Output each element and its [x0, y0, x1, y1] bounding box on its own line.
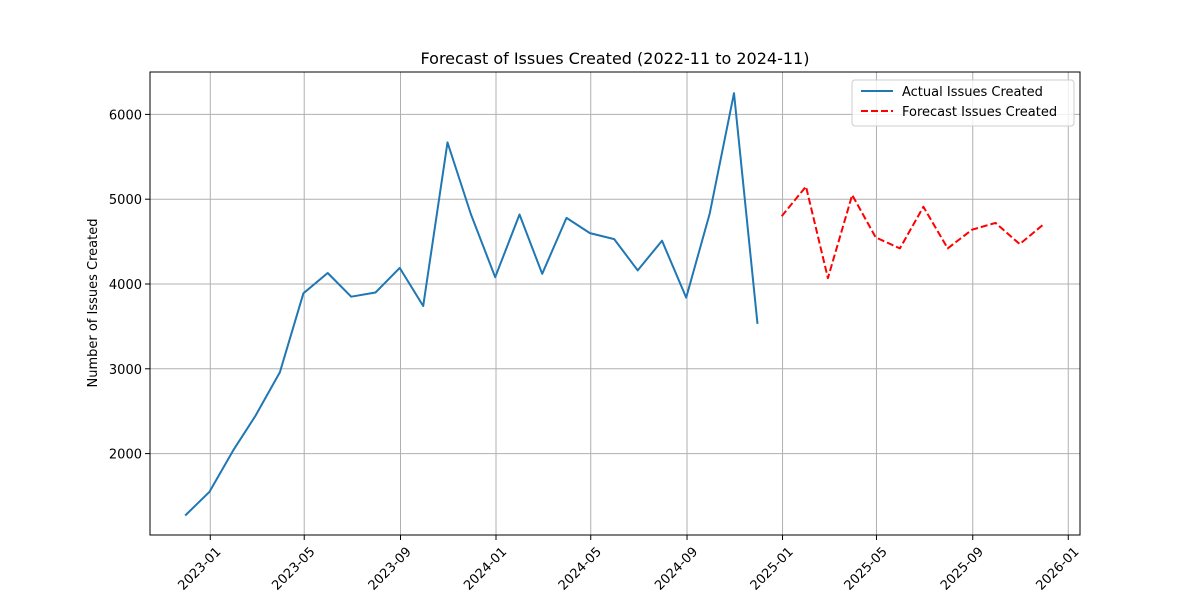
- data-point: [517, 212, 521, 216]
- data-point: [970, 228, 974, 232]
- x-tick-label: 2023-05: [269, 545, 318, 594]
- data-point: [921, 205, 925, 209]
- x-tick-label: 2024-09: [652, 545, 701, 594]
- data-point: [946, 246, 950, 250]
- series-line-actual: [184, 92, 759, 517]
- x-tick-label: 2025-01: [748, 545, 797, 594]
- data-point: [445, 140, 449, 144]
- x-tick-label: 2025-05: [842, 545, 891, 594]
- y-axis-label: Number of Issues Created: [86, 219, 101, 388]
- data-point: [564, 216, 568, 220]
- data-point: [398, 266, 402, 270]
- data-point: [804, 184, 808, 188]
- data-point: [898, 246, 902, 250]
- data-point: [850, 193, 854, 197]
- data-point: [469, 212, 473, 216]
- data-point: [636, 268, 640, 272]
- legend-label-actual: Actual Issues Created: [902, 85, 1043, 100]
- data-point: [874, 235, 878, 239]
- axes: [149, 71, 1081, 536]
- data-point: [612, 237, 616, 241]
- data-point: [421, 304, 425, 308]
- data-point: [349, 295, 353, 299]
- y-tick-label: 5000: [109, 193, 142, 208]
- data-point: [708, 212, 712, 216]
- x-tick-label: 2023-01: [175, 545, 224, 594]
- data-point: [301, 291, 305, 295]
- x-tick-label: 2023-09: [366, 545, 415, 594]
- legend: Actual Issues Created Forecast Issues Cr…: [851, 79, 1075, 127]
- data-point: [993, 221, 997, 225]
- data-point: [183, 513, 187, 517]
- data-point: [1041, 223, 1045, 227]
- x-tick-label: 2024-01: [461, 545, 510, 594]
- y-tick-label: 2000: [109, 448, 142, 463]
- data-point: [684, 296, 688, 300]
- data-point: [207, 490, 211, 494]
- x-tick-label: 2025-09: [938, 545, 987, 594]
- data-point: [732, 91, 736, 95]
- legend-box: [851, 79, 1075, 127]
- data-point: [278, 370, 282, 374]
- data-point: [326, 271, 330, 275]
- data-point: [1018, 242, 1022, 246]
- data-point: [232, 447, 236, 451]
- x-tick-label: 2026-01: [1033, 545, 1082, 594]
- chart-title: Forecast of Issues Created (2022-11 to 2…: [421, 49, 810, 68]
- series-line-forecast: [780, 185, 1044, 280]
- data-point: [588, 231, 592, 235]
- ticks-layer: 2023-01 2023-05 2023-09 2024-01 2024-05 2024-…: [109, 108, 1083, 593]
- plot-area-frame: [149, 71, 1081, 536]
- x-tick-label: 2024-05: [556, 545, 605, 594]
- data-point: [660, 239, 664, 243]
- y-tick-label: 4000: [109, 278, 142, 293]
- data-point: [826, 276, 830, 280]
- data-point: [755, 322, 759, 326]
- y-tick-label: 6000: [109, 108, 142, 123]
- y-tick-label: 3000: [109, 363, 142, 378]
- data-point: [493, 275, 497, 279]
- data-point: [540, 272, 544, 276]
- grid-lines: [150, 72, 1080, 535]
- data-point: [373, 290, 377, 294]
- data-point: [254, 413, 258, 417]
- legend-label-forecast: Forecast Issues Created: [902, 105, 1057, 120]
- series-layer: [183, 91, 1045, 517]
- data-point: [780, 214, 784, 218]
